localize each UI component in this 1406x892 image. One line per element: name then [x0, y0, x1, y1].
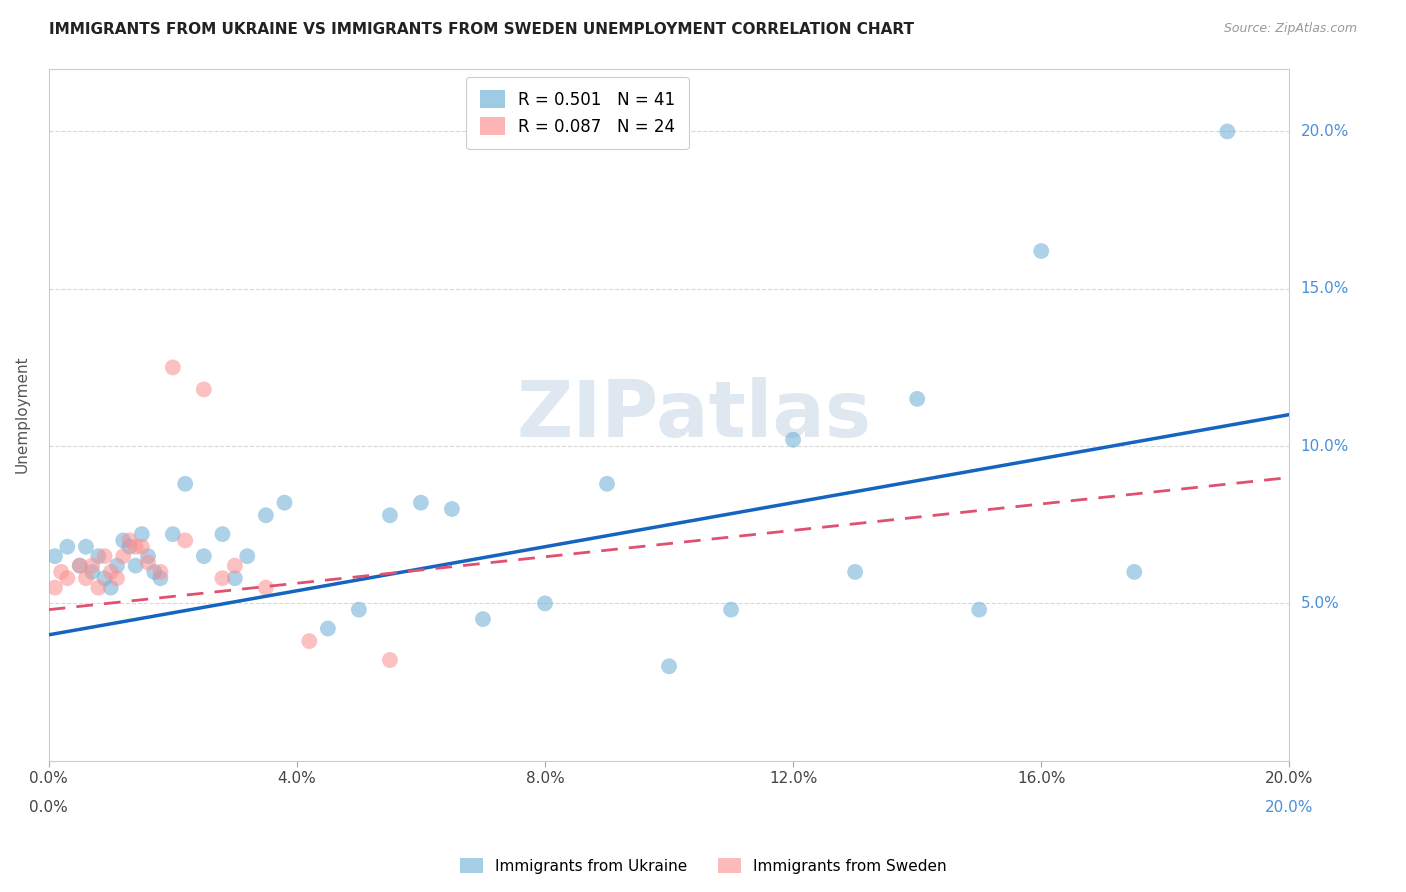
- Point: [378, 508, 401, 523]
- Point: [112, 549, 135, 564]
- Point: [658, 659, 681, 673]
- Point: [224, 558, 246, 573]
- Point: [124, 540, 146, 554]
- Text: IMMIGRANTS FROM UKRAINE VS IMMIGRANTS FROM SWEDEN UNEMPLOYMENT CORRELATION CHART: IMMIGRANTS FROM UKRAINE VS IMMIGRANTS FR…: [49, 22, 914, 37]
- Point: [236, 549, 259, 564]
- Point: [143, 565, 166, 579]
- Point: [105, 558, 128, 573]
- Point: [100, 581, 122, 595]
- Point: [224, 571, 246, 585]
- Point: [534, 596, 557, 610]
- Point: [440, 502, 463, 516]
- Point: [1216, 124, 1239, 138]
- Point: [136, 549, 159, 564]
- Point: [1031, 244, 1053, 258]
- Point: [105, 571, 128, 585]
- Point: [82, 565, 104, 579]
- Point: [75, 571, 97, 585]
- Point: [782, 433, 804, 447]
- Text: 10.0%: 10.0%: [1301, 439, 1348, 453]
- Point: [69, 558, 91, 573]
- Point: [174, 476, 197, 491]
- Point: [87, 581, 110, 595]
- Point: [844, 565, 866, 579]
- Point: [82, 558, 104, 573]
- Point: [44, 549, 66, 564]
- Point: [254, 581, 277, 595]
- Text: 20.0%: 20.0%: [1301, 124, 1348, 139]
- Point: [193, 383, 215, 397]
- Point: [131, 527, 153, 541]
- Legend: R = 0.501   N = 41, R = 0.087   N = 24: R = 0.501 N = 41, R = 0.087 N = 24: [467, 77, 689, 149]
- Point: [75, 540, 97, 554]
- Text: Source: ZipAtlas.com: Source: ZipAtlas.com: [1223, 22, 1357, 36]
- Point: [93, 571, 115, 585]
- Y-axis label: Unemployment: Unemployment: [15, 356, 30, 474]
- Point: [149, 571, 172, 585]
- Point: [596, 476, 619, 491]
- Point: [131, 540, 153, 554]
- Point: [69, 558, 91, 573]
- Point: [118, 540, 141, 554]
- Point: [193, 549, 215, 564]
- Point: [87, 549, 110, 564]
- Point: [93, 549, 115, 564]
- Point: [211, 527, 233, 541]
- Point: [720, 602, 742, 616]
- Point: [56, 571, 79, 585]
- Point: [44, 581, 66, 595]
- Point: [273, 496, 295, 510]
- Point: [211, 571, 233, 585]
- Point: [118, 533, 141, 548]
- Point: [136, 556, 159, 570]
- Point: [149, 565, 172, 579]
- Text: 5.0%: 5.0%: [1301, 596, 1339, 611]
- Point: [49, 565, 72, 579]
- Point: [298, 634, 321, 648]
- Point: [124, 558, 146, 573]
- Point: [316, 622, 339, 636]
- Text: 15.0%: 15.0%: [1301, 281, 1348, 296]
- Point: [162, 527, 184, 541]
- Point: [254, 508, 277, 523]
- Point: [174, 533, 197, 548]
- Point: [471, 612, 494, 626]
- Point: [905, 392, 928, 406]
- Point: [967, 602, 990, 616]
- Point: [100, 565, 122, 579]
- Text: 20.0%: 20.0%: [1265, 799, 1313, 814]
- Point: [162, 360, 184, 375]
- Legend: Immigrants from Ukraine, Immigrants from Sweden: Immigrants from Ukraine, Immigrants from…: [454, 852, 952, 880]
- Point: [1123, 565, 1146, 579]
- Point: [409, 496, 432, 510]
- Point: [347, 602, 370, 616]
- Point: [56, 540, 79, 554]
- Point: [112, 533, 135, 548]
- Text: ZIPatlas: ZIPatlas: [516, 376, 872, 452]
- Text: 0.0%: 0.0%: [30, 799, 67, 814]
- Point: [378, 653, 401, 667]
